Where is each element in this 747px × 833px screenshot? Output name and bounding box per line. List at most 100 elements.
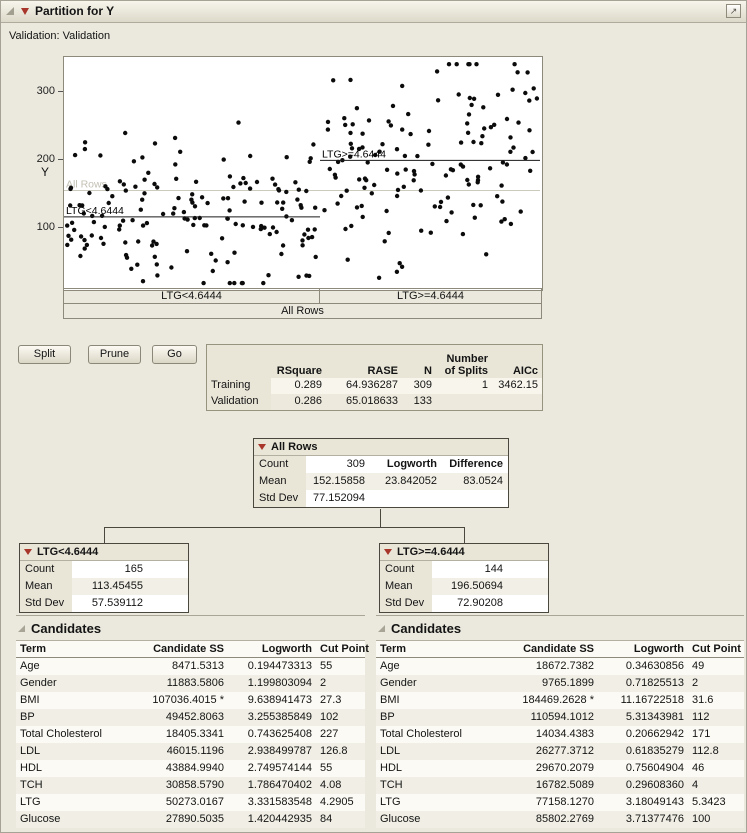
data-point[interactable]: [327, 166, 332, 172]
go-button[interactable]: Go: [152, 345, 197, 364]
data-point[interactable]: [376, 275, 382, 280]
data-point[interactable]: [372, 182, 377, 188]
data-point[interactable]: [102, 224, 107, 230]
data-point[interactable]: [406, 111, 411, 117]
data-point[interactable]: [82, 140, 88, 145]
data-point[interactable]: [458, 162, 463, 167]
data-point[interactable]: [284, 155, 289, 160]
data-point[interactable]: [169, 265, 174, 270]
data-point[interactable]: [531, 86, 536, 91]
data-point[interactable]: [225, 260, 230, 265]
data-point[interactable]: [173, 162, 178, 167]
data-point[interactable]: [446, 62, 452, 67]
data-point[interactable]: [415, 153, 420, 159]
data-point[interactable]: [349, 223, 354, 229]
data-point[interactable]: [311, 142, 316, 147]
scatter-canvas[interactable]: All Rows LTG<4.6444 LTG>=4.6444: [64, 57, 542, 290]
data-point[interactable]: [103, 184, 108, 189]
data-point[interactable]: [395, 171, 400, 176]
data-point[interactable]: [445, 195, 451, 200]
data-point[interactable]: [534, 96, 540, 101]
data-point[interactable]: [313, 205, 318, 210]
data-point[interactable]: [178, 149, 183, 154]
data-point[interactable]: [504, 116, 510, 122]
data-point[interactable]: [495, 194, 500, 199]
x-partition-right[interactable]: LTG>=4.6444: [319, 288, 542, 304]
red-triangle-menu-icon[interactable]: [21, 8, 29, 15]
data-point[interactable]: [499, 183, 504, 188]
data-point[interactable]: [281, 200, 286, 205]
data-point[interactable]: [77, 203, 82, 208]
data-point[interactable]: [454, 62, 459, 67]
data-point[interactable]: [87, 190, 92, 196]
data-point[interactable]: [140, 197, 145, 202]
data-point[interactable]: [400, 83, 405, 89]
data-point[interactable]: [129, 266, 134, 271]
data-point[interactable]: [309, 234, 315, 240]
data-point[interactable]: [210, 268, 215, 274]
data-point[interactable]: [133, 184, 138, 189]
data-point[interactable]: [155, 185, 160, 190]
data-point[interactable]: [296, 274, 301, 279]
data-point[interactable]: [152, 254, 157, 259]
data-point[interactable]: [190, 200, 195, 205]
data-point[interactable]: [261, 280, 266, 286]
data-point[interactable]: [458, 140, 464, 145]
data-point[interactable]: [394, 193, 400, 199]
data-point[interactable]: [500, 199, 505, 204]
x-partition-left[interactable]: LTG<4.6444: [63, 288, 320, 304]
data-point[interactable]: [402, 153, 408, 159]
data-point[interactable]: [348, 141, 353, 146]
data-point[interactable]: [300, 243, 305, 248]
data-point[interactable]: [500, 160, 506, 165]
data-point[interactable]: [467, 95, 472, 101]
data-point[interactable]: [202, 223, 207, 228]
data-point[interactable]: [130, 218, 135, 223]
data-point[interactable]: [356, 146, 362, 152]
data-point[interactable]: [232, 250, 237, 255]
node-red-triangle-icon[interactable]: [24, 549, 32, 555]
data-point[interactable]: [110, 194, 115, 199]
data-point[interactable]: [475, 180, 480, 185]
data-point[interactable]: [348, 130, 353, 136]
data-point[interactable]: [373, 152, 378, 158]
data-point[interactable]: [515, 70, 520, 75]
data-point[interactable]: [140, 279, 146, 284]
data-point[interactable]: [510, 87, 515, 92]
data-point[interactable]: [117, 179, 123, 184]
data-point[interactable]: [380, 142, 385, 147]
data-point[interactable]: [322, 208, 327, 213]
data-point[interactable]: [377, 149, 382, 154]
data-point[interactable]: [142, 177, 147, 182]
data-point[interactable]: [298, 203, 303, 208]
data-point[interactable]: [221, 157, 226, 162]
data-point[interactable]: [467, 62, 472, 67]
node-red-triangle-icon[interactable]: [384, 549, 392, 555]
data-point[interactable]: [399, 264, 405, 269]
data-point[interactable]: [78, 253, 83, 259]
data-point[interactable]: [89, 233, 94, 238]
data-point[interactable]: [123, 188, 128, 193]
data-point[interactable]: [487, 166, 493, 171]
data-point[interactable]: [69, 220, 75, 225]
data-point[interactable]: [240, 223, 245, 228]
data-point[interactable]: [154, 241, 159, 247]
data-point[interactable]: [456, 92, 461, 97]
data-point[interactable]: [403, 167, 408, 172]
data-point[interactable]: [91, 219, 97, 225]
data-point[interactable]: [331, 78, 336, 83]
data-point[interactable]: [418, 188, 424, 193]
data-point[interactable]: [231, 184, 236, 190]
data-point[interactable]: [438, 199, 444, 205]
data-point[interactable]: [312, 227, 317, 232]
data-point[interactable]: [307, 273, 312, 279]
data-point[interactable]: [68, 185, 74, 190]
data-point[interactable]: [152, 141, 158, 146]
data-point[interactable]: [227, 280, 232, 286]
outline-disclosure-icon[interactable]: [378, 625, 385, 632]
data-point[interactable]: [360, 145, 365, 150]
data-point[interactable]: [136, 239, 141, 244]
data-point[interactable]: [360, 214, 365, 220]
data-point[interactable]: [82, 246, 87, 251]
data-point[interactable]: [221, 196, 226, 201]
